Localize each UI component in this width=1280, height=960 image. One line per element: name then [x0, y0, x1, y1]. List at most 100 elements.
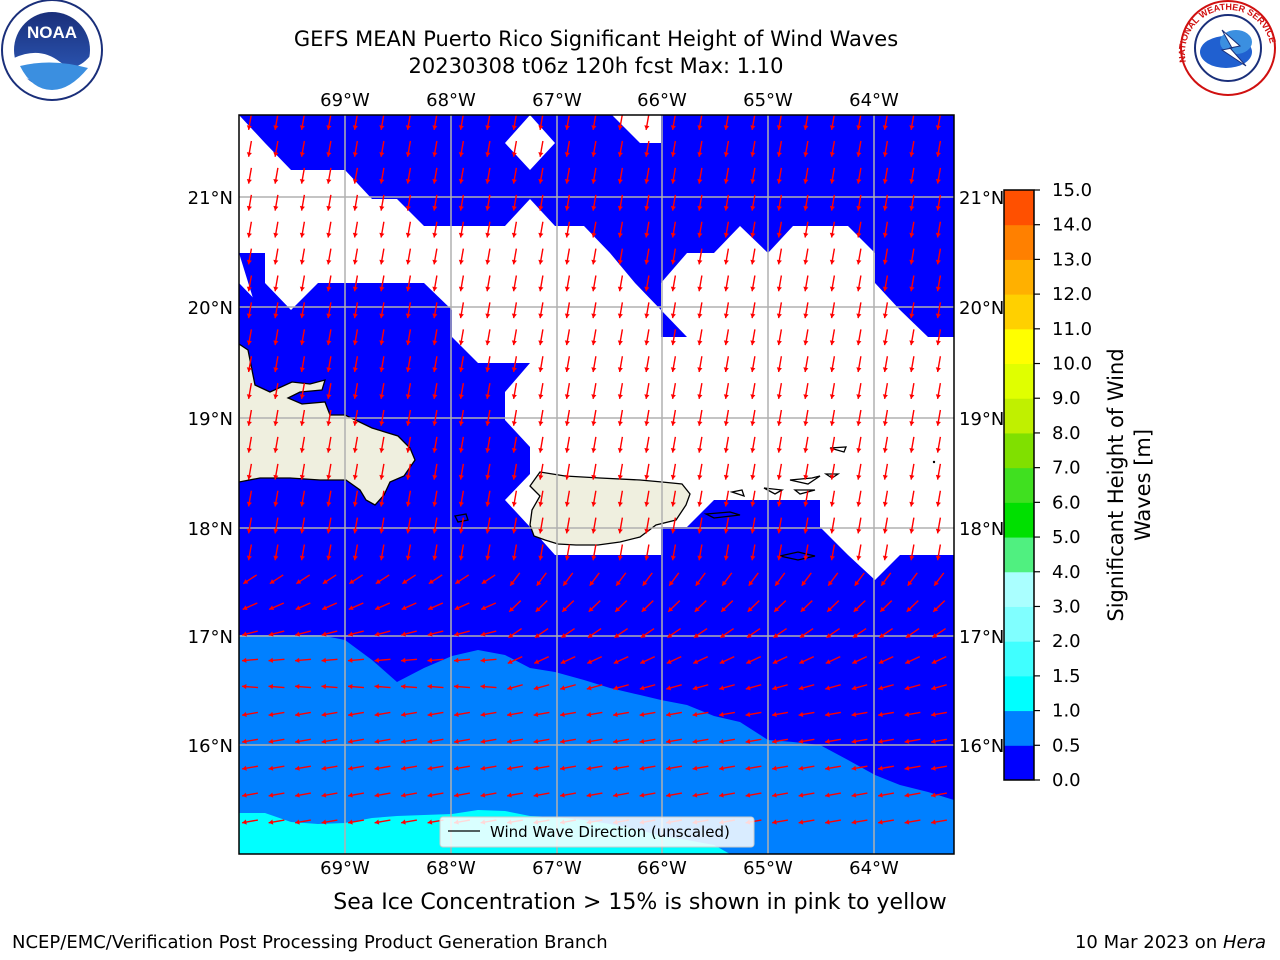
wave-arrow-head: [856, 232, 862, 238]
wave-arrow-head: [776, 555, 782, 561]
wave-arrow-head: [432, 528, 438, 534]
wave-arrow-head: [750, 125, 756, 130]
wave-arrow-head: [326, 394, 332, 399]
colorbar-tick-label: 0.0: [1052, 770, 1081, 791]
wave-arrow-head: [401, 765, 406, 771]
legend-label: Wind Wave Direction (unscaled): [490, 823, 730, 841]
wave-arrow-head: [538, 232, 544, 238]
wave-arrow-head: [352, 555, 358, 561]
wave-arrow-head: [666, 738, 671, 744]
wave-arrow-head: [670, 501, 676, 507]
wave-arrow-head: [348, 738, 353, 744]
wave-arrow-head: [326, 448, 332, 453]
lat-label: 20°N: [188, 298, 233, 319]
wave-arrow-head: [825, 792, 830, 798]
map-legend: Wind Wave Direction (unscaled): [439, 816, 755, 848]
wave-arrow-head: [591, 421, 597, 426]
wave-arrow-head: [750, 528, 756, 534]
wave-arrow-head: [268, 819, 274, 825]
colorbar-segment: [1004, 190, 1034, 226]
wave-arrow-head: [695, 580, 701, 586]
wave-arrow-head: [723, 555, 729, 561]
colorbar-segment: [1004, 224, 1034, 260]
wave-arrow-head: [246, 205, 252, 211]
wave-arrow-head: [935, 367, 941, 372]
colorbar-segment: [1004, 398, 1034, 434]
wave-arrow-head: [432, 448, 438, 453]
wave-arrow-head: [485, 394, 491, 399]
wave-arrow-head: [379, 367, 385, 372]
wave-arrow-head: [591, 179, 597, 184]
wave-arrow-head: [723, 152, 729, 157]
wave-arrow-head: [640, 633, 646, 638]
colorbar-tick-label: 15.0: [1052, 180, 1092, 201]
wave-arrow-head: [458, 286, 464, 292]
wave-arrow-head: [352, 448, 358, 453]
wave-arrow-head: [480, 684, 485, 690]
wave-arrow-head: [507, 738, 512, 744]
wave-arrow-head: [852, 633, 858, 638]
wave-arrow-head: [299, 367, 305, 372]
wave-arrow-head: [882, 340, 888, 346]
wave-arrow-head: [458, 555, 464, 561]
wave-arrow-head: [591, 152, 597, 157]
wave-arrow-head: [829, 340, 835, 346]
footer-date-text: 10 Mar 2023 on: [1074, 932, 1223, 953]
wave-arrow-head: [640, 659, 646, 664]
wave-arrow-head: [560, 738, 565, 744]
wave-arrow-head: [745, 685, 751, 691]
colorbar-tick-label: 4.0: [1052, 562, 1081, 583]
wave-arrow-head: [723, 474, 729, 480]
wave-arrow-head: [745, 792, 751, 798]
wave-arrow-head: [326, 179, 332, 184]
wave-arrow-head: [591, 286, 597, 292]
wave-arrow-head: [485, 474, 491, 480]
wave-arrow-head: [909, 555, 915, 561]
wave-arrow-head: [825, 659, 831, 664]
wave-arrow-head: [538, 421, 544, 426]
wave-arrow-head: [481, 605, 487, 611]
wave-arrow-head: [854, 580, 860, 586]
wave-arrow-head: [405, 501, 411, 507]
wave-arrow-head: [295, 819, 300, 825]
lat-label: 16°N: [959, 736, 1004, 757]
wave-arrow-head: [613, 685, 619, 691]
wave-arrow-head: [480, 631, 486, 637]
wave-arrow-head: [798, 685, 804, 691]
colorbar-segment: [1004, 641, 1034, 677]
wave-arrow-head: [375, 605, 381, 611]
wave-arrow-head: [723, 259, 729, 265]
wave-arrow-head: [909, 286, 915, 292]
colorbar-label-line1: Significant Height of Wind: [1104, 348, 1128, 621]
wave-arrow-head: [723, 179, 729, 184]
wave-arrow-head: [352, 367, 358, 372]
wave-arrow-head: [268, 738, 274, 744]
colorbar-tick-label: 1.0: [1052, 701, 1081, 722]
wave-arrow-head: [909, 152, 915, 157]
wave-arrow-head: [798, 819, 804, 825]
wave-arrow-head: [511, 528, 517, 534]
wave-arrow-head: [299, 448, 305, 453]
wave-arrow-head: [644, 421, 650, 426]
wave-arrow-head: [432, 394, 438, 399]
wave-arrow-head: [935, 394, 941, 399]
wave-arrow-head: [803, 555, 809, 561]
wave-arrow-head: [856, 474, 862, 480]
wave-arrow-head: [246, 394, 252, 399]
wave-arrow-head: [909, 501, 915, 507]
wave-arrow-head: [321, 765, 327, 771]
wave-arrow-head: [246, 367, 252, 372]
wave-arrow-head: [856, 179, 862, 184]
wave-arrow-head: [401, 657, 406, 663]
wave-arrow-head: [856, 394, 862, 399]
wave-arrow-head: [401, 819, 406, 825]
chart-title: GEFS MEAN Puerto Rico Significant Height…: [293, 27, 899, 51]
wave-arrow-head: [485, 179, 491, 184]
wave-arrow-head: [458, 313, 464, 319]
wave-arrow-head: [617, 152, 623, 157]
wave-arrow-head: [644, 125, 650, 130]
wave-arrow-head: [322, 579, 328, 584]
wave-arrow-head: [511, 474, 517, 480]
map-frame: [238, 114, 955, 855]
wave-arrow-head: [851, 792, 857, 798]
